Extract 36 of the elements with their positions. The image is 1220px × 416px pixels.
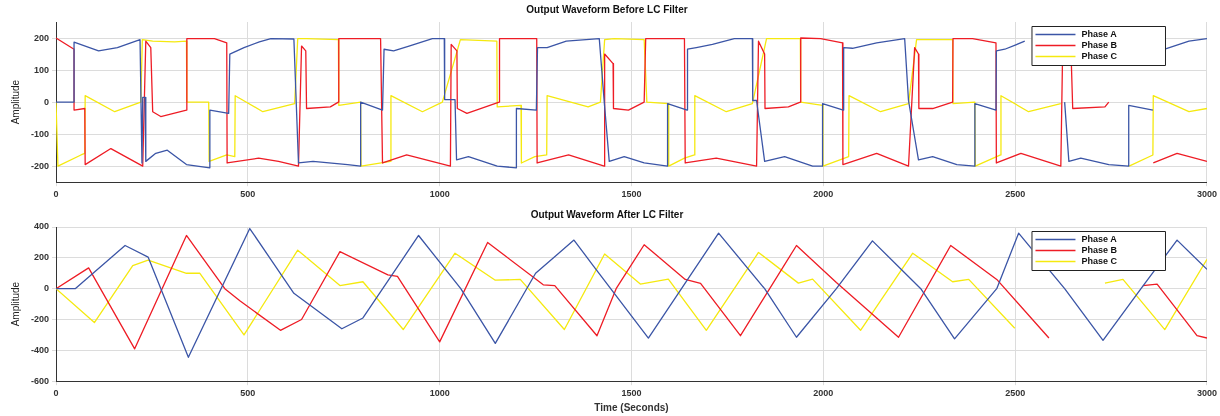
legend-label: Phase B <box>1081 39 1118 50</box>
chart-title: Output Waveform Before LC Filter <box>526 3 688 15</box>
y-axis-title: Amplitude <box>9 281 21 327</box>
y-tick-label: -400 <box>31 344 50 355</box>
y-tick-label: 0 <box>44 96 50 107</box>
y-tick-label: 200 <box>33 252 50 263</box>
legend-label: Phase C <box>1081 50 1118 61</box>
legend-label: Phase B <box>1081 244 1118 255</box>
x-tick-label: 1500 <box>621 189 642 200</box>
y-tick-label: -600 <box>31 375 50 386</box>
chart-title: Output Waveform After LC Filter <box>530 208 684 220</box>
x-tick-label: 2500 <box>1005 388 1026 399</box>
x-tick-label: 0 <box>53 388 59 399</box>
y-tick-label: 100 <box>33 64 50 75</box>
x-tick-label: 2000 <box>813 388 834 399</box>
x-tick-label: 3000 <box>1196 388 1217 399</box>
legend-label: Phase C <box>1081 255 1118 266</box>
x-tick-label: 1500 <box>621 388 642 399</box>
x-tick-label: 2500 <box>1005 189 1026 200</box>
y-tick-label: 400 <box>33 221 50 232</box>
x-tick-label: 1000 <box>429 189 450 200</box>
y-tick-label: 0 <box>44 283 50 294</box>
x-tick-label: 3000 <box>1196 189 1217 200</box>
y-tick-label: -200 <box>31 160 50 171</box>
y-axis-title: Amplitude <box>9 79 21 125</box>
legend-label: Phase A <box>1081 233 1118 244</box>
y-tick-label: -100 <box>31 128 50 139</box>
legend-label: Phase A <box>1081 28 1118 39</box>
x-tick-label: 500 <box>240 189 256 200</box>
x-tick-label: 0 <box>53 189 59 200</box>
y-tick-label: 200 <box>33 32 50 43</box>
x-tick-label: 500 <box>240 388 256 399</box>
x-tick-label: 1000 <box>429 388 450 399</box>
x-tick-label: 2000 <box>813 189 834 200</box>
y-tick-label: -200 <box>31 314 50 324</box>
x-axis-title: Time (Seconds) <box>594 401 669 413</box>
